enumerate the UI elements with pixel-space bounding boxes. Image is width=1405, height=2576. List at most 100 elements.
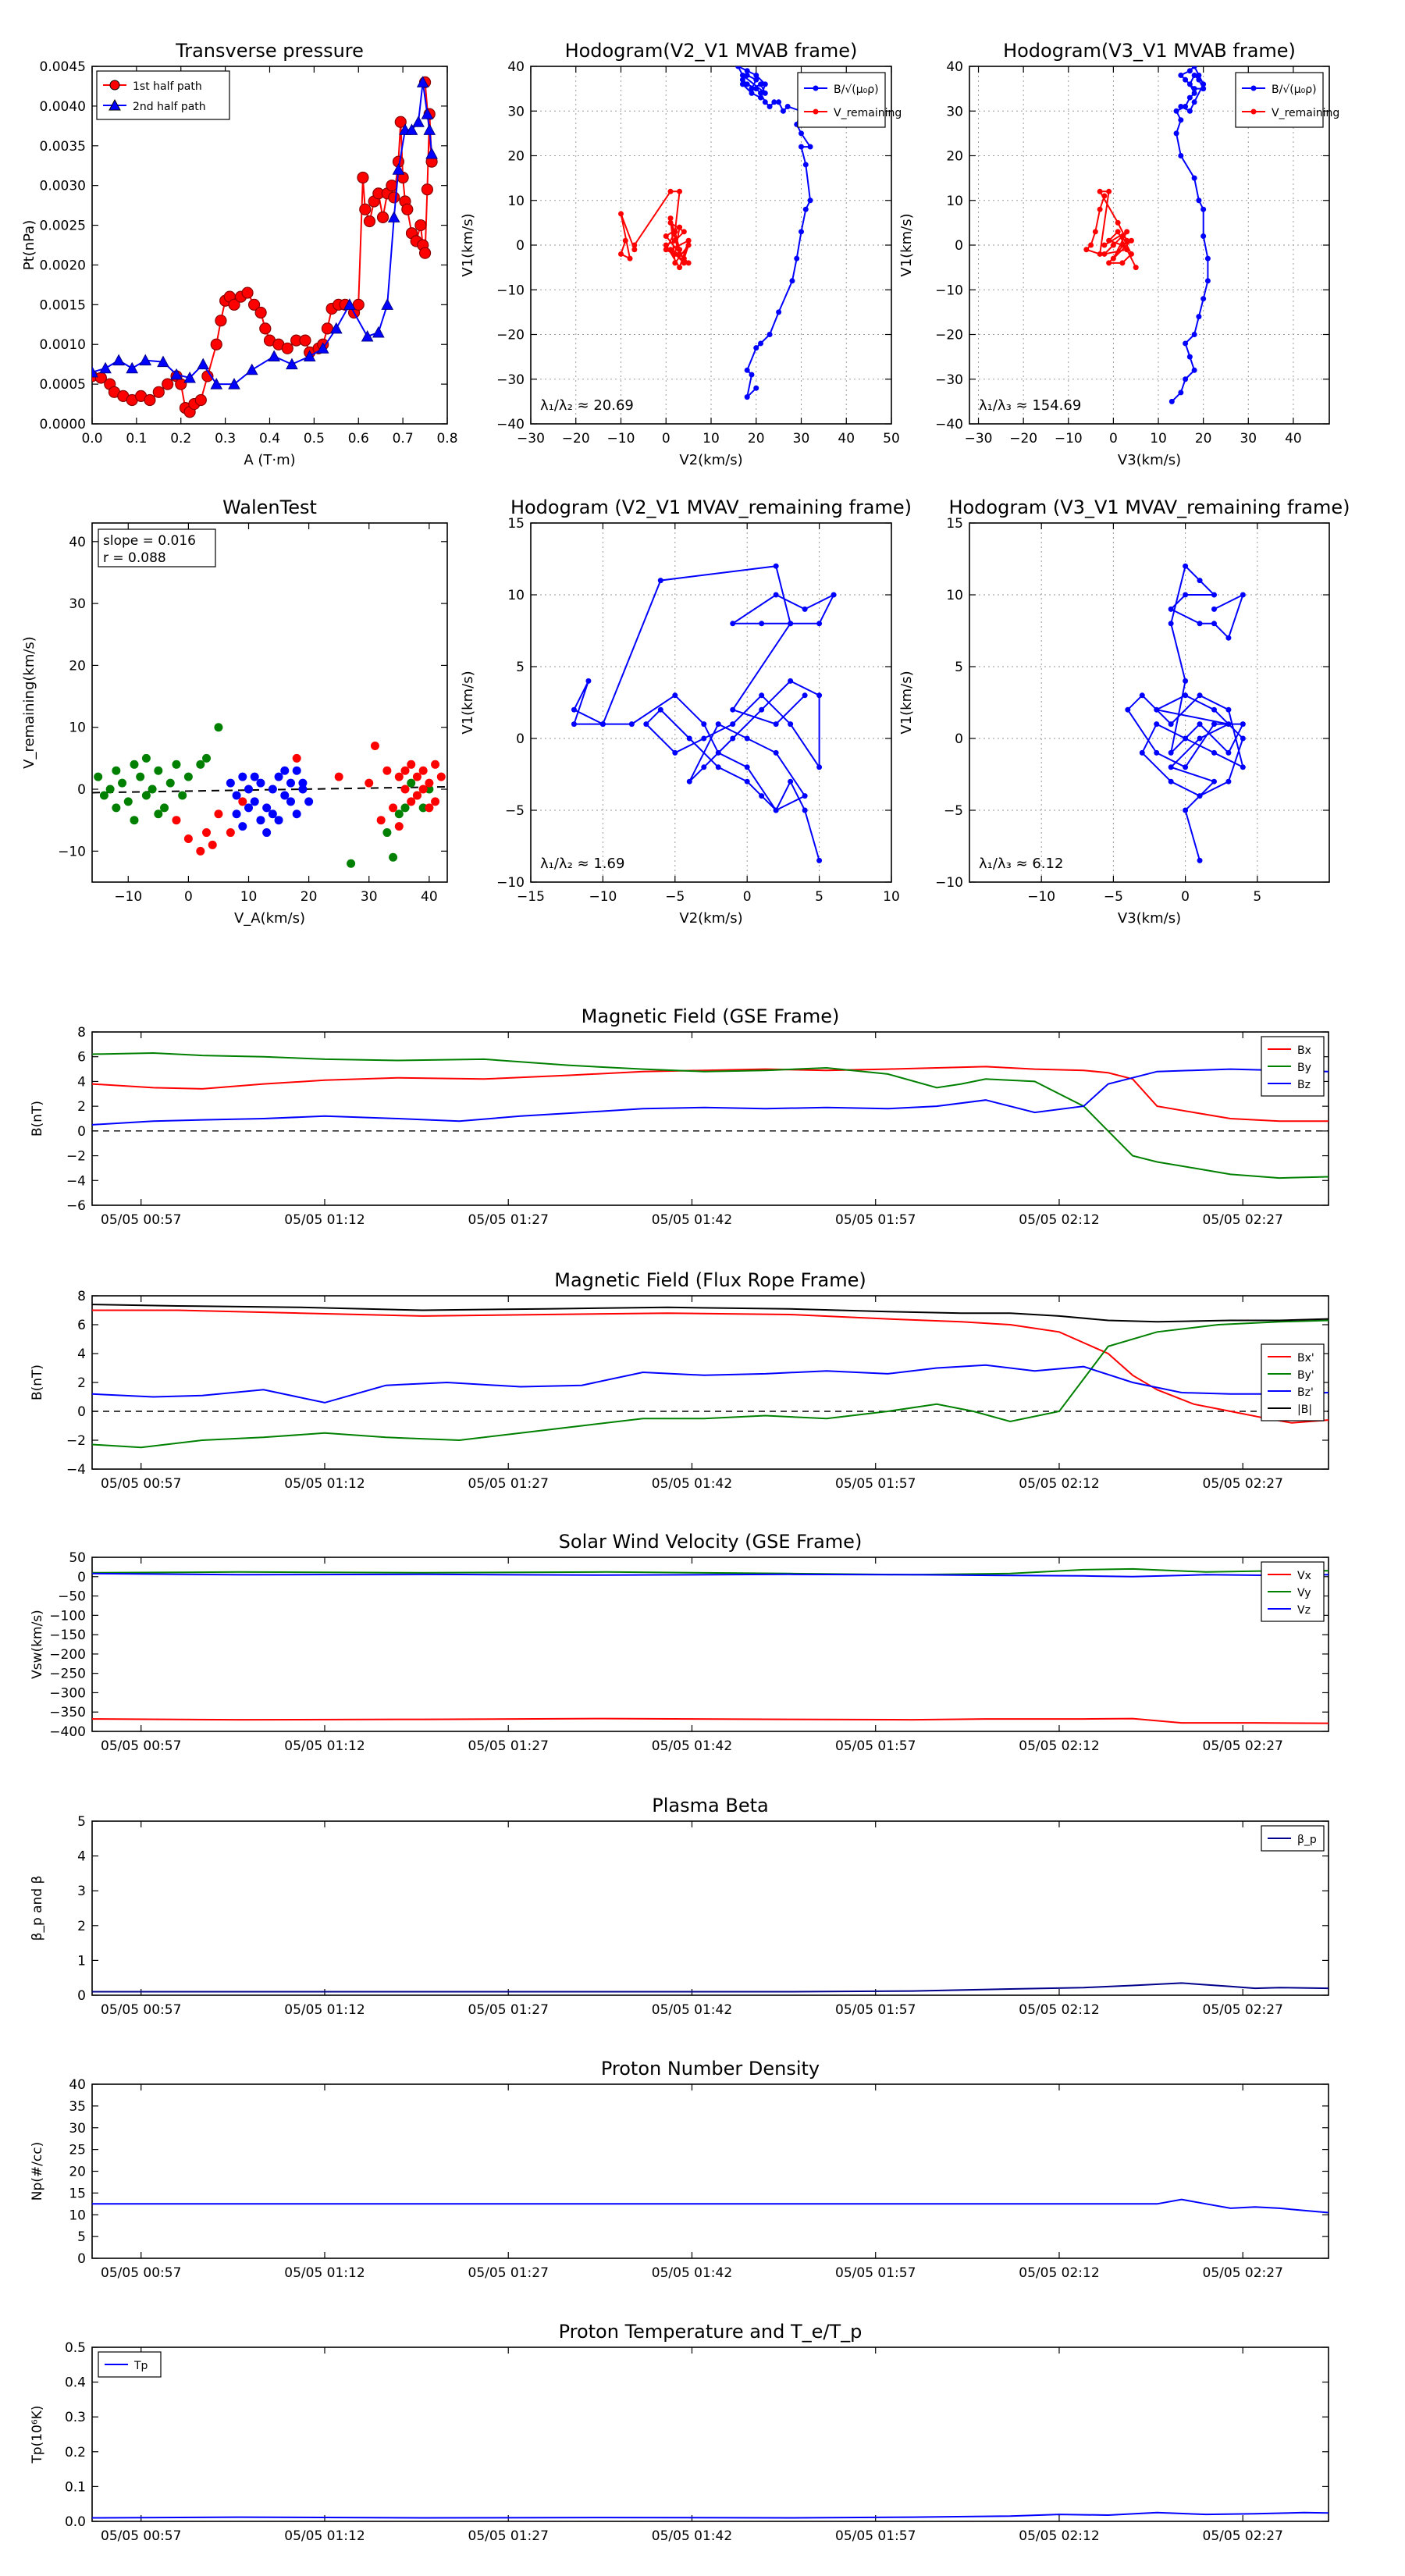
scatter-point: [112, 803, 121, 813]
x-tick-label: 05/05 02:12: [1019, 1212, 1099, 1228]
scatter-point: [250, 797, 259, 806]
legend-label: Tp: [133, 2360, 148, 2372]
data-marker: [197, 358, 210, 370]
axes-frame: [91, 1557, 1329, 1732]
legend-label: |B|: [1297, 1404, 1312, 1416]
legend-label: V_remaining: [1272, 107, 1339, 119]
data-marker: [744, 394, 750, 400]
chart-hodo-v3v1-mvav: Hodogram (V3_V1 MVAV_remaining frame) −10…: [898, 496, 1350, 927]
data-marker: [1101, 251, 1108, 257]
legend-marker: [813, 109, 819, 115]
data-marker: [802, 807, 808, 813]
y-tick-label: −2: [66, 1433, 86, 1449]
data-marker: [776, 309, 782, 315]
chart-title: Hodogram (V2_V1 MVAV_remaining frame): [510, 496, 912, 518]
x-tick-label: 0.5: [304, 431, 325, 447]
scatter-point: [202, 753, 212, 763]
data-marker: [753, 86, 759, 92]
x-tick-label: 05/05 01:57: [835, 1476, 916, 1492]
x-tick-label: −10: [589, 889, 617, 905]
series-line: [92, 1068, 1329, 1126]
x-tick-label: 05/05 01:27: [468, 2528, 549, 2544]
chart-title: Plasma Beta: [652, 1795, 768, 1816]
axes-frame: [530, 66, 892, 425]
data-marker: [802, 692, 808, 699]
eigen-ratio-annotation: λ₁/λ₃ ≈ 154.69: [979, 397, 1081, 414]
data-marker: [1197, 793, 1203, 799]
data-marker: [1168, 778, 1174, 785]
data-marker: [773, 563, 779, 569]
data-marker: [686, 735, 692, 742]
y-tick-label: 25: [69, 2143, 86, 2158]
data-marker: [628, 721, 635, 728]
x-tick-label: 0.6: [348, 431, 369, 447]
chart-hodo-v2v1-mvav: Hodogram (V2_V1 MVAV_remaining frame) −10…: [460, 496, 912, 927]
data-marker: [1197, 621, 1203, 627]
chart-title: Hodogram (V3_V1 MVAV_remaining frame): [948, 496, 1350, 518]
y-axis-label: Np(#/cc): [30, 2142, 45, 2201]
data-marker: [681, 229, 687, 235]
data-marker: [1110, 242, 1116, 248]
y-tick-label: −300: [49, 1685, 86, 1701]
data-marker: [1139, 692, 1145, 699]
x-tick-label: −10: [1027, 889, 1055, 905]
data-marker: [759, 706, 765, 713]
y-tick-label: 8: [77, 1289, 86, 1304]
chart-proton-temperature: Proton Temperature and T_e/T_p 0.0 0.1 0.2 0…: [30, 2321, 1329, 2544]
series-line: [573, 565, 836, 861]
scatter-point: [130, 816, 139, 825]
legend-marker: [108, 98, 121, 111]
data-marker: [744, 367, 750, 373]
data-marker: [1186, 94, 1193, 101]
scatter-point: [382, 828, 392, 838]
y-axis-label: B(nT): [30, 1364, 45, 1400]
data-marker: [802, 793, 808, 799]
data-marker: [739, 76, 745, 83]
y-tick-label: 40: [507, 59, 525, 75]
series-line: [92, 2511, 1329, 2519]
y-tick-label: −20: [496, 328, 525, 343]
y-tick-label: −200: [49, 1647, 86, 1663]
x-tick-label: 10: [702, 431, 720, 447]
data-marker: [1183, 592, 1189, 598]
y-tick-label: 30: [69, 596, 86, 612]
x-tick-label: 05/05 02:27: [1203, 2528, 1283, 2544]
x-tick-label: −10: [1055, 431, 1083, 447]
y-tick-label: −40: [496, 417, 525, 432]
data-marker: [1196, 314, 1202, 320]
data-marker: [672, 229, 678, 235]
data-marker: [228, 298, 240, 311]
x-tick-label: 05/05 02:27: [1203, 2002, 1283, 2018]
data-marker: [799, 229, 804, 235]
legend-label: Vx: [1297, 1570, 1311, 1582]
data-marker: [657, 706, 663, 713]
data-marker: [749, 372, 755, 378]
data-marker: [739, 81, 745, 87]
x-tick-label: 05/05 02:27: [1203, 1738, 1283, 1754]
data-marker: [776, 99, 782, 105]
scatter-point: [418, 766, 428, 775]
data-marker: [585, 678, 592, 684]
data-marker: [794, 255, 800, 262]
scatter-point: [347, 859, 356, 868]
data-marker: [1240, 735, 1246, 742]
data-marker: [788, 721, 794, 728]
chart-mag-gse: Magnetic Field (GSE Frame) −6 −4 −2 0 2 4 6 8 05/…: [30, 1005, 1329, 1228]
data-marker: [1101, 242, 1108, 248]
data-marker: [1183, 692, 1189, 699]
data-marker: [175, 378, 187, 390]
scatter-point: [292, 809, 301, 819]
y-tick-label: 10: [69, 720, 86, 736]
chart-title: WalenTest: [222, 496, 317, 518]
x-tick-label: −30: [965, 431, 993, 447]
y-tick-label: −10: [58, 844, 86, 859]
data-marker: [685, 237, 692, 244]
data-marker: [381, 298, 394, 310]
data-marker: [762, 99, 768, 105]
y-axis-label: V1(km/s): [460, 671, 476, 734]
scatter-point: [286, 778, 295, 788]
y-axis-label: V1(km/s): [460, 213, 476, 276]
series-line: [1126, 564, 1245, 861]
legend-marker: [1250, 109, 1257, 115]
